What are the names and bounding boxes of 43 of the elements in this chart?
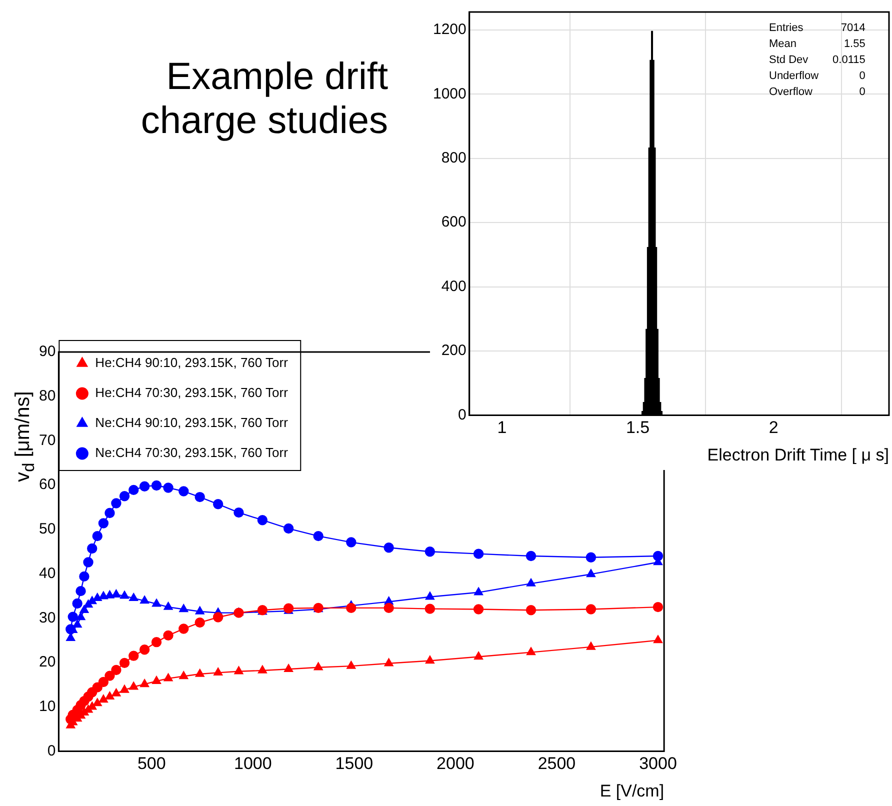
x-tick-label: 1.5 bbox=[626, 418, 650, 438]
annotation: Std Dev bbox=[769, 54, 810, 66]
annotation: 0.0115 bbox=[832, 54, 866, 66]
y-tick-label: 1200 bbox=[432, 21, 466, 38]
annotation: 7014 bbox=[840, 22, 866, 34]
annotation: 0 bbox=[858, 70, 866, 82]
y-tick-label: 0 bbox=[47, 742, 56, 760]
x-tick-label: 500 bbox=[137, 754, 166, 774]
y-tick-label: 200 bbox=[441, 342, 466, 360]
y-tick-label: 10 bbox=[38, 698, 56, 715]
y-tick-label: 0 bbox=[458, 406, 466, 424]
y-tick-label: 800 bbox=[441, 150, 466, 167]
x-tick-label: 1000 bbox=[234, 754, 272, 774]
x-tick-label: 1500 bbox=[335, 754, 374, 774]
annotation: Underflow bbox=[769, 70, 819, 82]
x-tick-label: 2 bbox=[768, 418, 778, 438]
annotation: Mean bbox=[769, 38, 798, 50]
x-tick-label: 2000 bbox=[436, 754, 474, 774]
y-tick-label: 30 bbox=[38, 609, 56, 626]
x-axis-title: Electron Drift Time [ μ s] bbox=[707, 445, 889, 464]
legend-label: He:CH4 90:10, 293.15K, 760 Torr bbox=[95, 355, 289, 370]
legend-label: Ne:CH4 70:30, 293.15K, 760 Torr bbox=[95, 445, 289, 460]
annotation: Overflow bbox=[769, 86, 814, 98]
x-axis-title: E [V/cm] bbox=[600, 781, 664, 800]
x-tick-label: 3000 bbox=[639, 754, 677, 774]
annotation: Entries bbox=[769, 22, 804, 34]
legend-label: Ne:CH4 90:10, 293.15K, 760 Torr bbox=[95, 415, 289, 430]
text: Example drift charge studies bbox=[140, 55, 388, 143]
y-tick-label: 80 bbox=[38, 387, 56, 404]
y-tick-label: 600 bbox=[441, 214, 466, 231]
legend-label: He:CH4 70:30, 293.15K, 760 Torr bbox=[95, 385, 289, 400]
x-tick-label: 2500 bbox=[538, 754, 576, 774]
annotation: 0 bbox=[858, 86, 866, 98]
annotation: 1.55 bbox=[842, 38, 866, 50]
y-tick-label: 1000 bbox=[432, 85, 466, 102]
y-tick-label: 40 bbox=[38, 564, 56, 582]
y-tick-label: 90 bbox=[38, 343, 56, 360]
y-tick-label: 20 bbox=[38, 654, 56, 671]
y-tick-label: 70 bbox=[38, 432, 56, 449]
x-tick-label: 1 bbox=[497, 418, 507, 438]
y-tick-label: 50 bbox=[38, 520, 56, 538]
y-tick-label: 400 bbox=[441, 278, 466, 295]
y-tick-label: 60 bbox=[38, 476, 56, 494]
